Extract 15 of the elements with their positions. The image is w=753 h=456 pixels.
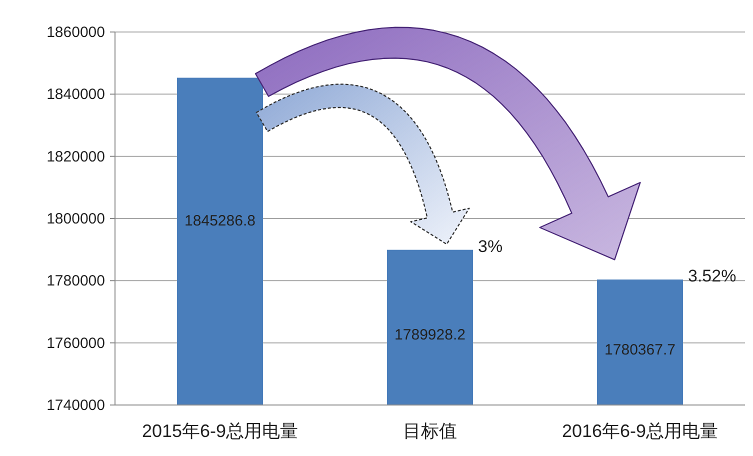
y-tick-label: 1740000 [46,397,105,414]
x-tick-label: 2015年6-9总用电量 [142,421,298,441]
data-label: 1780367.7 [604,341,676,358]
y-tick-label: 1760000 [46,334,105,352]
y-tick-label: 1800000 [46,210,105,228]
y-tick-label: 1820000 [46,148,105,166]
y-tick-label: 1840000 [46,86,105,104]
annotation: 3% [478,236,503,256]
data-label: 1789928.2 [394,326,466,344]
y-tick-label: 1860000 [46,24,105,41]
x-tick-label: 目标值 [403,421,457,441]
annotation: 3.52% [688,266,736,286]
x-tick-label: 2016年6-9总用电量 [562,421,718,441]
data-label: 1845286.8 [184,212,256,230]
y-tick-label: 1780000 [46,272,105,290]
